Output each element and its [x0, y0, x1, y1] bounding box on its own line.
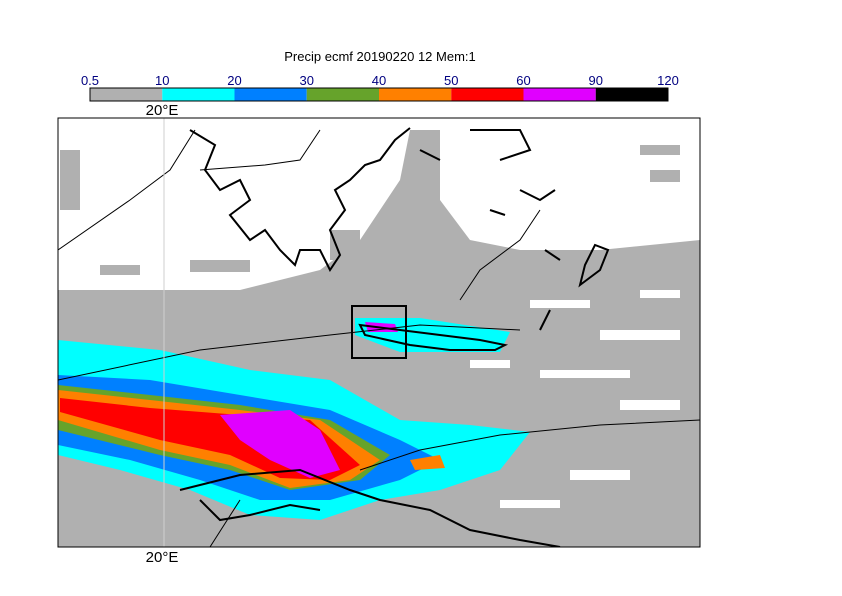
- colorbar-label: 10: [155, 73, 169, 88]
- lon-label: 20°E: [146, 549, 179, 566]
- colorbar-frame: [89, 87, 669, 102]
- map-frame: [57, 117, 701, 548]
- colorbar-label: 0.5: [81, 73, 99, 88]
- colorbar-label: 90: [589, 73, 603, 88]
- map-area: [58, 118, 700, 547]
- lon-label: 20°E: [146, 102, 179, 119]
- colorbar-bin: [234, 88, 307, 101]
- colorbar-label: 60: [516, 73, 530, 88]
- precip-40: [410, 455, 445, 470]
- colorbar-bin: [523, 88, 596, 101]
- colorbar-bin: [451, 88, 524, 101]
- precip-gaps: [470, 290, 680, 508]
- colorbar-label: 50: [444, 73, 458, 88]
- colorbar-label: 40: [372, 73, 386, 88]
- colorbar-label: 20: [227, 73, 241, 88]
- colorbar-bin: [90, 88, 163, 101]
- colorbar-bin: [379, 88, 452, 101]
- coastlines: [58, 127, 700, 547]
- map-title: Precip ecmf 20190220 12 Mem:1: [284, 49, 476, 64]
- colorbar-bin: [306, 88, 379, 101]
- colorbar-bin: [162, 88, 235, 101]
- colorbar-bin: [595, 88, 668, 101]
- precip-60: [220, 410, 340, 478]
- colorbar-label: 30: [300, 73, 314, 88]
- colorbar-label: 120: [657, 73, 679, 88]
- colorbar: 0.5 10 20 30 40 50 60 90 120: [81, 73, 679, 102]
